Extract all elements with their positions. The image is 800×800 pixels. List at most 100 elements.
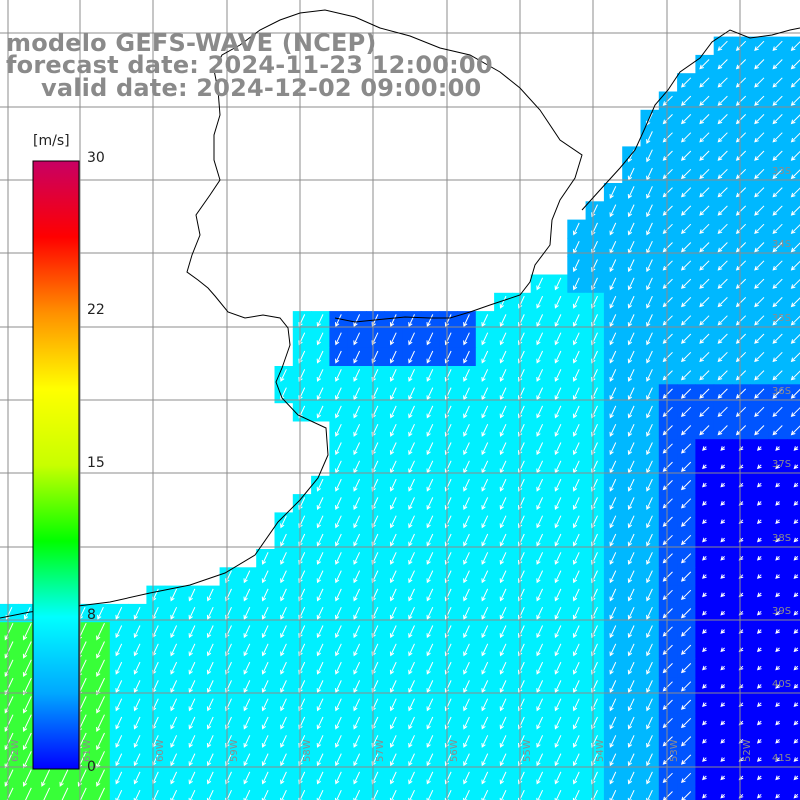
wind-arrow: [646, 149, 653, 163]
wind-arrow: [389, 606, 397, 620]
wind-arrow: [609, 332, 617, 346]
wind-arrow: [96, 732, 105, 751]
wind-arrow: [646, 643, 653, 657]
wind-arrow: [280, 680, 287, 694]
wind-arrow: [772, 278, 783, 289]
wind-arrow: [775, 757, 780, 762]
wind-arrow: [536, 643, 544, 657]
wind-arrow: [572, 625, 580, 639]
wind-arrow: [353, 387, 361, 401]
wind-arrow: [554, 423, 562, 437]
wind-arrow: [717, 370, 728, 381]
wind-arrow: [627, 661, 635, 675]
wind-arrow: [775, 574, 780, 579]
wind-arrow: [793, 684, 799, 689]
wind-arrow: [793, 738, 799, 744]
wind-arrow: [717, 260, 728, 271]
wind-arrow: [609, 387, 617, 401]
wind-arrow: [463, 387, 470, 401]
wind-arrow: [772, 388, 783, 399]
wind-arrow: [499, 350, 507, 364]
wind-arrow: [188, 716, 196, 730]
wind-arrow: [499, 661, 507, 675]
wind-arrow: [609, 643, 617, 657]
wind-arrow: [261, 588, 269, 602]
wind-arrow: [775, 775, 780, 781]
wind-arrow: [170, 661, 178, 675]
wind-arrow: [662, 278, 673, 289]
wind-arrow: [717, 77, 728, 88]
wind-arrow: [702, 757, 707, 762]
wind-arrow: [408, 314, 415, 328]
wind-arrow: [335, 442, 342, 456]
wind-arrow: [627, 552, 635, 565]
wind-arrow: [554, 369, 562, 382]
wind-arrow: [735, 370, 747, 381]
wind-arrow: [662, 516, 673, 527]
wind-arrow: [280, 716, 287, 730]
wind-cell: [786, 91, 800, 111]
wind-arrow: [426, 588, 434, 602]
wind-arrow: [481, 515, 489, 529]
wind-arrow: [536, 625, 544, 639]
wind-arrow: [609, 753, 617, 767]
wind-arrow: [609, 680, 617, 694]
wind-arrow: [499, 552, 507, 565]
wind-arrow: [389, 661, 397, 675]
wind-cell: [311, 786, 330, 800]
wind-arrow: [206, 588, 214, 602]
wind-cell: [786, 732, 800, 751]
wind-arrow: [790, 187, 800, 198]
wind-arrow: [756, 592, 762, 598]
wind-arrow: [389, 533, 397, 547]
wind-arrow: [793, 574, 799, 579]
colorbar-tick-22: 22: [87, 302, 105, 318]
wind-arrow: [389, 625, 397, 639]
wind-arrow: [646, 442, 653, 456]
wind-arrow: [335, 716, 342, 730]
wind-arrow: [408, 606, 415, 620]
wind-arrow: [335, 661, 342, 675]
wind-cell: [786, 475, 800, 495]
wind-arrow: [481, 332, 489, 346]
wind-arrow: [662, 608, 673, 619]
wind-arrow: [408, 570, 415, 584]
wind-arrow: [662, 681, 673, 692]
wind-arrow: [22, 641, 32, 659]
wind-arrow: [96, 641, 105, 659]
wind-cell: [786, 183, 800, 202]
wind-arrow: [680, 132, 692, 143]
wind-arrow: [115, 625, 123, 639]
latitude-label: 38S: [772, 533, 791, 544]
wind-arrow: [481, 735, 489, 748]
wind-arrow: [481, 552, 489, 565]
wind-arrow: [793, 501, 799, 506]
wind-arrow: [775, 519, 780, 525]
wind-arrow: [646, 369, 653, 382]
wind-arrow: [481, 570, 489, 584]
wind-arrow: [720, 592, 726, 598]
wind-arrow: [23, 606, 31, 620]
wind-arrow: [720, 775, 726, 781]
wind-arrow: [609, 716, 617, 730]
wind-arrow: [775, 720, 780, 726]
wind-arrow: [426, 478, 434, 492]
wind-arrow: [790, 150, 800, 161]
wind-arrow: [536, 350, 544, 364]
wind-arrow: [206, 771, 214, 785]
wind-arrow: [206, 698, 214, 712]
wind-arrow: [627, 259, 635, 273]
wind-arrow: [790, 352, 800, 363]
wind-arrow: [662, 425, 673, 436]
wind-arrow: [646, 552, 653, 565]
wind-arrow: [463, 350, 470, 364]
longitude-label: 54W: [595, 739, 606, 762]
wind-arrow: [702, 629, 707, 634]
wind-arrow: [499, 533, 507, 547]
wind-cell: [786, 36, 800, 56]
wind-arrow: [408, 552, 415, 565]
wind-arrow: [662, 553, 673, 564]
wind-arrow: [680, 150, 692, 161]
wind-arrow: [756, 757, 762, 762]
wind-arrow: [463, 625, 470, 639]
